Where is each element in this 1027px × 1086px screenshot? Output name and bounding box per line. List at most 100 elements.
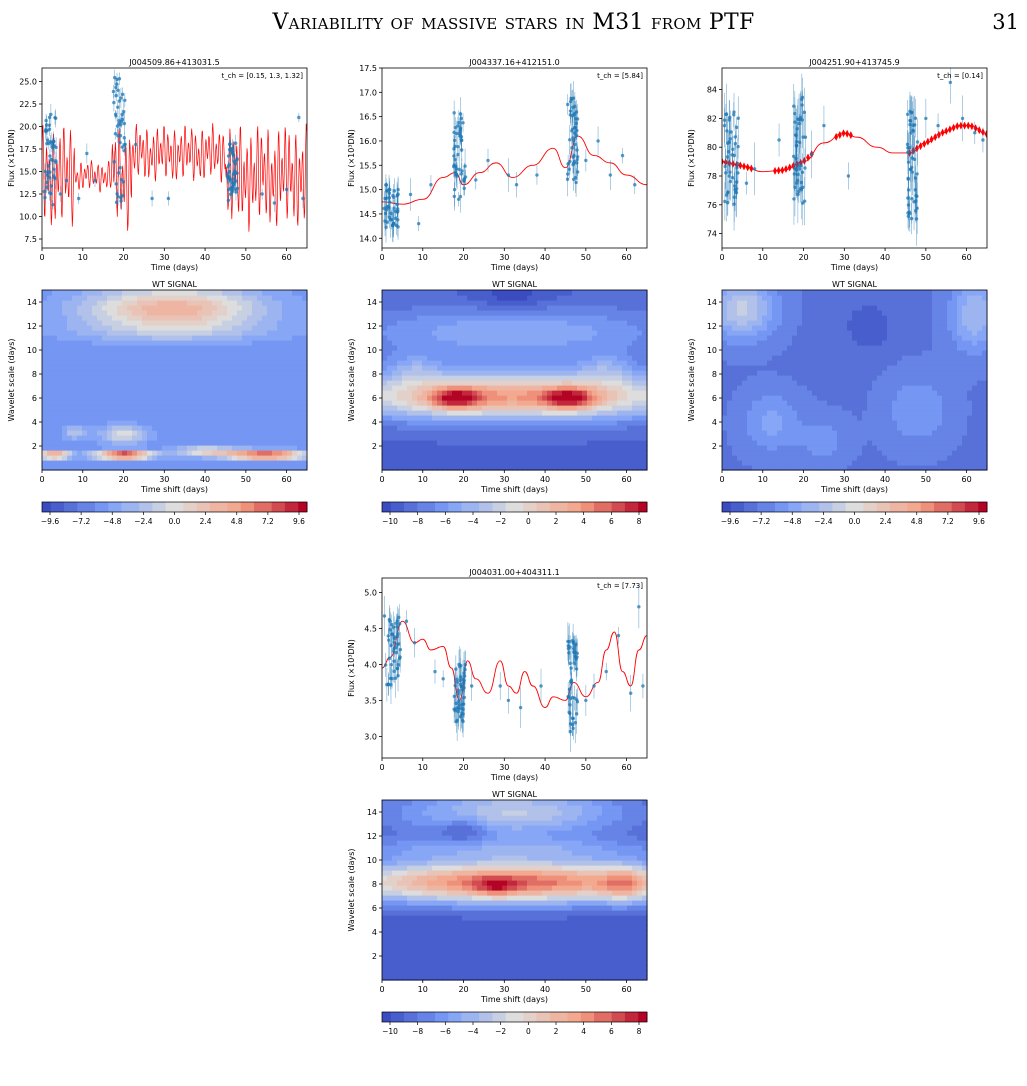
heatmap-cell: [287, 340, 293, 346]
y-tick-label: 20.0: [19, 123, 37, 132]
y-tick-label: 17.5: [359, 64, 377, 73]
heatmap-cell: [162, 395, 168, 401]
data-point: [120, 87, 125, 102]
data-point: [728, 145, 732, 200]
data-marker: [794, 181, 799, 185]
heatmap-cell: [142, 440, 148, 446]
data-point: [398, 632, 403, 668]
x-tick-label: 40: [880, 253, 890, 262]
heatmap-cell: [467, 365, 473, 371]
heatmap-cell: [92, 420, 98, 426]
heatmap-cell: [202, 400, 208, 406]
heatmap-cell: [392, 420, 398, 426]
data-marker: [456, 688, 461, 693]
data-marker: [76, 196, 81, 201]
heatmap-cell: [477, 345, 483, 351]
heatmap-cell: [147, 415, 153, 421]
heatmap-cell: [417, 340, 423, 346]
heatmap-cell: [407, 420, 413, 426]
heatmap-cell: [142, 430, 148, 436]
heatmap-cell: [487, 435, 493, 441]
heatmap-cell: [137, 420, 143, 426]
heatmap-cell: [412, 400, 418, 406]
chart-annotation: t_ch = [0.14]: [937, 72, 983, 80]
heatmap-cell: [227, 405, 233, 411]
heatmap-cell: [72, 325, 78, 331]
heatmap-cell: [442, 430, 448, 436]
heatmap-cell: [212, 340, 218, 346]
heatmap-cell: [212, 405, 218, 411]
data-marker: [226, 154, 231, 158]
data-marker: [228, 192, 233, 196]
heatmap-cell: [202, 375, 208, 381]
heatmap-cell: [382, 295, 388, 301]
heatmap-cell: [192, 310, 198, 316]
data-marker: [301, 196, 305, 201]
heatmap-cell: [132, 300, 138, 306]
heatmap-cell: [237, 455, 243, 461]
heatmap-cell: [72, 310, 78, 316]
heatmap-cell: [182, 380, 188, 386]
heatmap-cell: [447, 460, 453, 466]
heatmap-cell: [477, 315, 483, 321]
heatmap-cell: [302, 355, 308, 361]
heatmap-cell: [152, 330, 158, 336]
data-point: [150, 190, 154, 207]
heatmap-cell: [382, 460, 388, 466]
heatmap-cell: [242, 320, 248, 326]
chart-title: WT SIGNAL: [492, 280, 537, 289]
heatmap-cell: [407, 300, 413, 306]
x-axis-label: Time (days): [490, 263, 538, 272]
heatmap-cell: [267, 425, 273, 431]
heatmap-cell: [127, 395, 133, 401]
heatmap-cell: [252, 445, 258, 451]
heatmap-cell: [392, 405, 398, 411]
heatmap-cell: [477, 400, 483, 406]
heatmap-cell: [452, 390, 458, 396]
heatmap-cell: [177, 440, 183, 446]
heatmap-cell: [497, 350, 503, 356]
heatmap-cell: [297, 345, 303, 351]
heatmap-cell: [477, 300, 483, 306]
heatmap-cell: [72, 405, 78, 411]
heatmap-cell: [177, 410, 183, 416]
data-point: [616, 626, 621, 645]
heatmap-cell: [122, 420, 128, 426]
y-axis-label: Wavelet scale (days): [7, 338, 16, 421]
heatmap-cell: [472, 290, 478, 296]
heatmap-cell: [142, 365, 148, 371]
heatmap-cell: [132, 450, 138, 456]
heatmap-cell: [52, 335, 58, 341]
heatmap-cell: [62, 345, 68, 351]
heatmap-cell: [57, 350, 63, 356]
heatmap-cell: [152, 350, 158, 356]
heatmap-cell: [77, 395, 83, 401]
heatmap-cell: [132, 290, 138, 296]
heatmap-cell: [447, 410, 453, 416]
x-tick-label: 10: [758, 253, 768, 262]
heatmap-cell: [172, 465, 178, 471]
heatmap-cell: [202, 310, 208, 316]
heatmap-cell: [47, 395, 53, 401]
heatmap-cell: [287, 445, 293, 451]
heatmap-cell: [382, 445, 388, 451]
heatmap-cell: [187, 415, 193, 421]
heatmap-cell: [152, 465, 158, 471]
heatmap-cell: [292, 295, 298, 301]
heatmap-cell: [412, 290, 418, 296]
heatmap-cell: [287, 345, 293, 351]
heatmap-cell: [407, 340, 413, 346]
heatmap-cell: [382, 420, 388, 426]
data-marker: [85, 151, 89, 156]
heatmap-cell: [207, 380, 213, 386]
heatmap-cell: [467, 400, 473, 406]
heatmap-cell: [67, 320, 73, 326]
data-point: [469, 671, 474, 701]
heatmap-cell: [222, 465, 228, 471]
data-marker: [54, 116, 58, 120]
heatmap-cell: [57, 410, 63, 416]
heatmap-cell: [167, 305, 173, 311]
data-point: [112, 93, 116, 112]
heatmap-cell: [182, 300, 188, 306]
heatmap-cell: [302, 360, 308, 366]
